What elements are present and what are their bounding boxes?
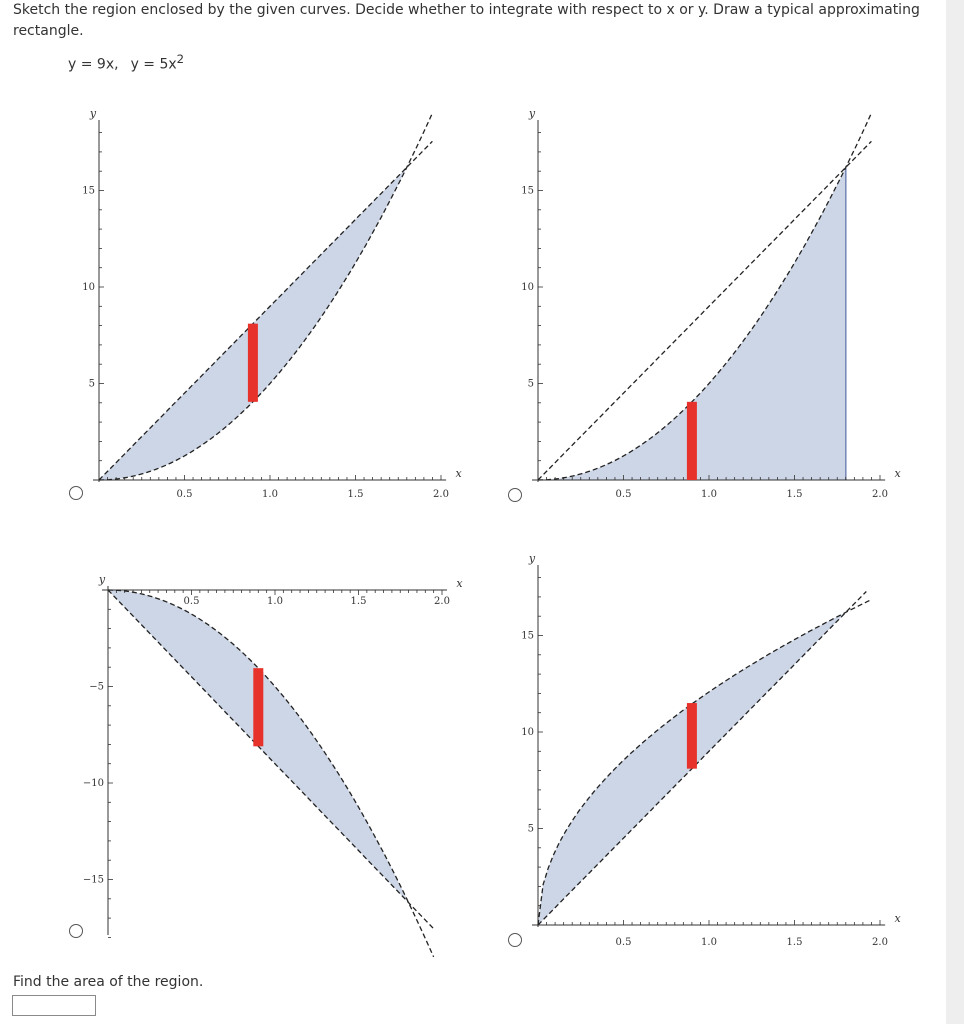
- area-prompt: Find the area of the region.: [13, 974, 204, 990]
- option-c-x-tick-label: 1.0: [267, 596, 283, 607]
- option-c-x-tick-label: 0.5: [184, 596, 200, 607]
- option-c-x-tick-label: 2.0: [434, 596, 450, 607]
- option-d-x-axis-label: x: [895, 912, 902, 925]
- option-a-y-tick-label: 15: [82, 186, 95, 197]
- option-d-x-tick-label: 0.5: [616, 937, 632, 948]
- option-a-x-tick-label: 1.5: [348, 489, 364, 500]
- option-b-x-tick-label: 1.5: [787, 489, 803, 500]
- question-text: Sketch the region enclosed by the given …: [13, 2, 920, 39]
- option-a-shaded-region: [99, 167, 407, 481]
- option-b-x-axis-label: x: [895, 467, 902, 480]
- curve-2: y = 5x: [130, 56, 177, 73]
- option-d-x-tick-label: 1.5: [787, 937, 803, 948]
- option-d-y-axis-label: y: [528, 552, 536, 565]
- option-a-x-tick-label: 0.5: [177, 489, 193, 500]
- option-b-y-tick-label: 15: [521, 186, 534, 197]
- option-c-curve-parabola: [107, 589, 435, 958]
- option-a-radio[interactable]: [69, 486, 83, 500]
- option-c-x-tick-label: 1.5: [351, 596, 367, 607]
- option-a-x-tick-label: 2.0: [433, 489, 449, 500]
- option-b-y-axis-label: y: [528, 107, 536, 120]
- option-a-x-tick-label: 1.0: [262, 489, 278, 500]
- option-a-curve-linear: [98, 140, 433, 481]
- option-b-y-tick-label: 10: [521, 282, 534, 293]
- option-c-radio[interactable]: [69, 924, 83, 938]
- option-b-y-tick-label: 5: [528, 379, 534, 390]
- option-d-y-tick-label: 15: [521, 631, 534, 642]
- option-c-y-tick-label: −10: [83, 778, 104, 789]
- option-b-x-tick-label: 2.0: [872, 489, 888, 500]
- given-curves: y = 9x, y = 5x2: [68, 52, 184, 73]
- option-d-y-tick-label: 5: [528, 824, 534, 835]
- option-b-curve-parabola: [537, 112, 872, 481]
- option-c-approximating-rectangle: [253, 668, 264, 747]
- page-scrollbar-track: [946, 0, 964, 1024]
- option-d-x-tick-label: 2.0: [872, 937, 888, 948]
- option-c-y-tick-label: −15: [83, 875, 104, 886]
- option-a-y-axis-label: y: [89, 107, 97, 120]
- option-c-y-axis-label: y: [98, 573, 106, 586]
- option-d-y-tick-label: 10: [521, 727, 534, 738]
- curve-1: y = 9x,: [68, 56, 119, 73]
- option-c-curve-linear: [107, 589, 435, 930]
- option-c-x-axis-label: x: [456, 577, 463, 590]
- option-b-x-tick-label: 1.0: [701, 489, 717, 500]
- option-d-x-tick-label: 1.0: [701, 937, 717, 948]
- option-a-y-tick-label: 5: [89, 379, 95, 390]
- option-b-x-tick-label: 0.5: [616, 489, 632, 500]
- option-c-shaded-region: [108, 590, 409, 903]
- option-b-curve-linear: [537, 140, 872, 481]
- option-c-y-tick-label: −5: [89, 682, 104, 693]
- option-b-approximating-rectangle: [686, 401, 697, 480]
- option-d-curve-sqrt: [537, 599, 872, 926]
- option-b-radio[interactable]: [508, 488, 522, 502]
- curve-2-exponent: 2: [176, 52, 185, 66]
- option-d-curve-linear: [537, 591, 867, 926]
- option-a-x-axis-label: x: [456, 467, 463, 480]
- option-d-radio[interactable]: [508, 933, 522, 947]
- option-a-approximating-rectangle: [247, 323, 258, 402]
- option-b-shaded-region: [538, 167, 846, 481]
- option-a-y-tick-label: 10: [82, 282, 95, 293]
- area-answer-input[interactable]: [12, 995, 96, 1016]
- option-a-curve-parabola: [98, 112, 433, 481]
- option-d-approximating-rectangle: [686, 703, 697, 769]
